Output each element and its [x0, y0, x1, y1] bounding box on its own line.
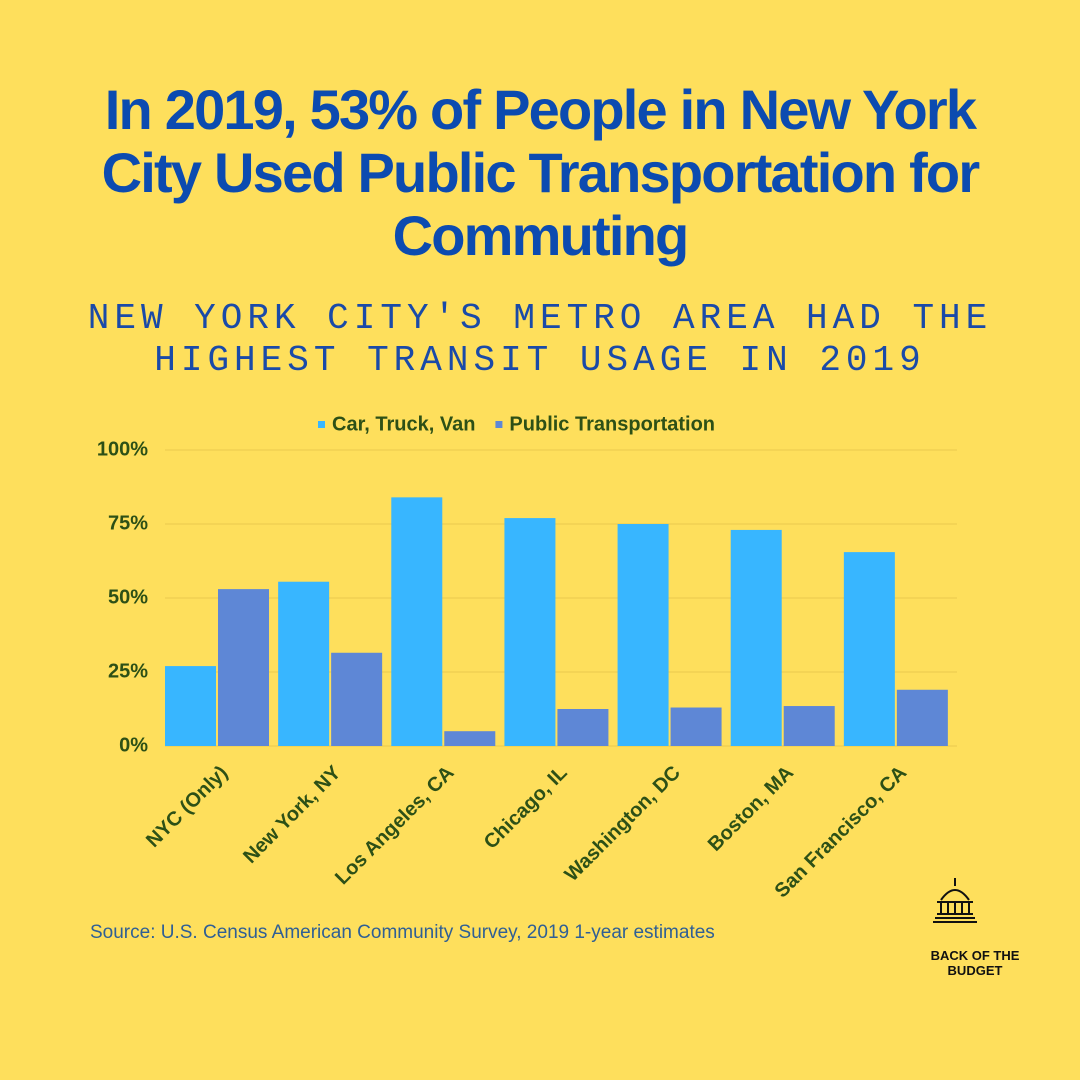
bar	[218, 589, 269, 746]
bar	[444, 731, 496, 746]
bar	[730, 529, 782, 746]
bar	[504, 518, 556, 746]
source-note: Source: U.S. Census American Community S…	[90, 922, 715, 943]
bar	[617, 524, 669, 746]
x-tick-label: Washington, DC	[561, 762, 685, 886]
y-tick-label: 25%	[108, 660, 148, 682]
bar	[783, 706, 835, 746]
y-tick-label: 75%	[108, 512, 148, 534]
bar	[165, 666, 216, 746]
x-tick-label: Boston, MA	[704, 762, 798, 856]
x-tick-label: Los Angeles, CA	[331, 762, 458, 889]
x-tick-label: New York, NY	[239, 761, 346, 868]
x-tick-label: Chicago, IL	[480, 762, 572, 854]
bar	[278, 581, 330, 746]
bar	[670, 707, 722, 746]
legend-label: Car, Truck, Van	[332, 413, 475, 435]
legend-swatch	[495, 421, 503, 428]
y-tick-label: 0%	[119, 734, 148, 756]
y-tick-label: 50%	[108, 586, 148, 608]
bar	[557, 709, 609, 746]
logo-icon	[933, 878, 977, 923]
bar	[896, 689, 948, 746]
bar	[843, 552, 895, 746]
chart-subtitle: NEW YORK CITY'S METRO AREA HAD THE HIGHE…	[87, 298, 993, 381]
y-tick-label: 100%	[97, 438, 148, 460]
legend-swatch	[318, 421, 325, 428]
chart-title: In 2019, 53% of People in New York City …	[101, 78, 980, 267]
x-tick-label: NYC (Only)	[142, 762, 232, 852]
logo-text: BACK OF THE BUDGET	[930, 948, 1020, 978]
legend-label: Public Transportation	[509, 413, 715, 435]
bar	[331, 652, 383, 746]
bar	[391, 497, 443, 746]
